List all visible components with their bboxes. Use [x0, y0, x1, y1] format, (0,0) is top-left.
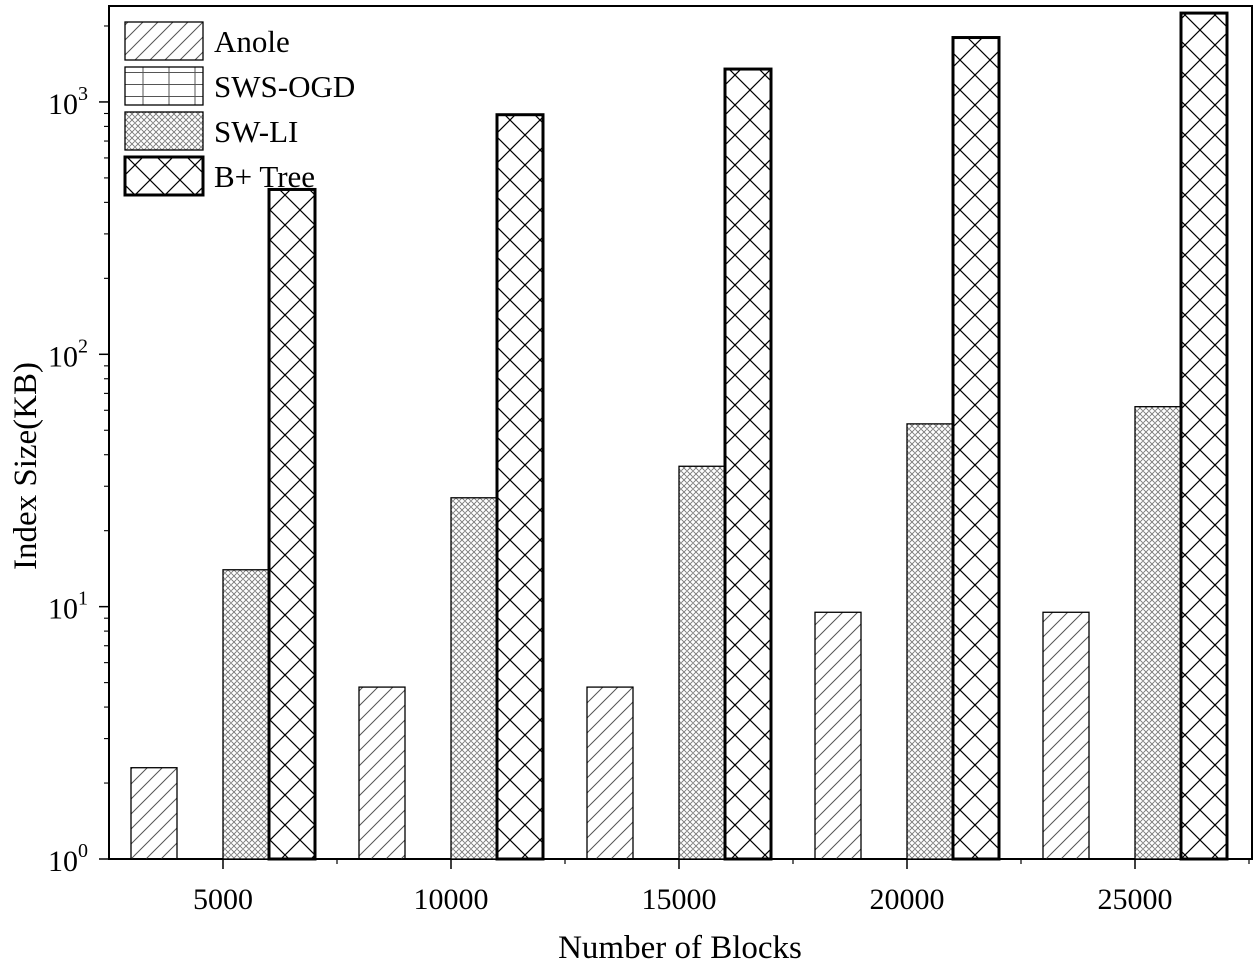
bar-b-tree-20000: [951, 36, 1001, 861]
bar-b-tree-15000: [723, 67, 773, 861]
bar-anole-25000: [1042, 611, 1090, 860]
bar-sw-li-20000: [906, 423, 954, 860]
x-tick-label: 20000: [870, 883, 945, 916]
series-b-tree: [267, 11, 1229, 861]
bar-b-tree-5000: [267, 187, 317, 861]
bar-b-tree-10000: [495, 113, 545, 861]
y-tick-label: 102: [48, 335, 88, 373]
bar-anole-10000: [358, 686, 406, 860]
series-sw-li: [222, 406, 1182, 860]
bar-sw-li-5000: [222, 569, 270, 860]
legend-label: SW-LI: [214, 114, 298, 149]
legend-label: B+ Tree: [214, 159, 315, 194]
legend-swatch: [124, 111, 204, 151]
x-tick-label: 10000: [414, 883, 489, 916]
bar-sw-li-10000: [450, 497, 498, 860]
x-tick-label: 5000: [193, 883, 253, 916]
legend-swatch: [124, 21, 204, 61]
y-axis-ticks: 100 101 102 103: [48, 25, 109, 878]
bar-sw-li-15000: [678, 465, 726, 860]
legend-label: SWS-OGD: [214, 69, 355, 104]
legend-swatch: [123, 155, 205, 197]
plot-area: [108, 5, 1253, 861]
legend-swatch: [124, 66, 204, 106]
bar-anole-15000: [586, 686, 634, 860]
x-axis-title: Number of Blocks: [558, 930, 802, 966]
y-axis-title: Index Size(KB): [8, 362, 44, 570]
bar-sw-li-25000: [1134, 406, 1182, 860]
bar-anole-5000: [130, 767, 178, 860]
x-axis-ticks: 5000 10000 15000 20000 25000: [193, 859, 1250, 916]
bar-b-tree-25000: [1179, 11, 1229, 861]
y-tick-label: 103: [48, 83, 88, 121]
x-tick-label: 25000: [1098, 883, 1173, 916]
legend: Anole SWS-OGD SW-LI B+ Tree: [123, 21, 355, 197]
x-tick-label: 15000: [642, 883, 717, 916]
legend-label: Anole: [214, 24, 290, 59]
bar-anole-20000: [814, 611, 862, 860]
y-tick-label: 100: [48, 840, 88, 878]
series-anole: [130, 611, 1090, 860]
y-tick-label: 101: [48, 588, 88, 626]
